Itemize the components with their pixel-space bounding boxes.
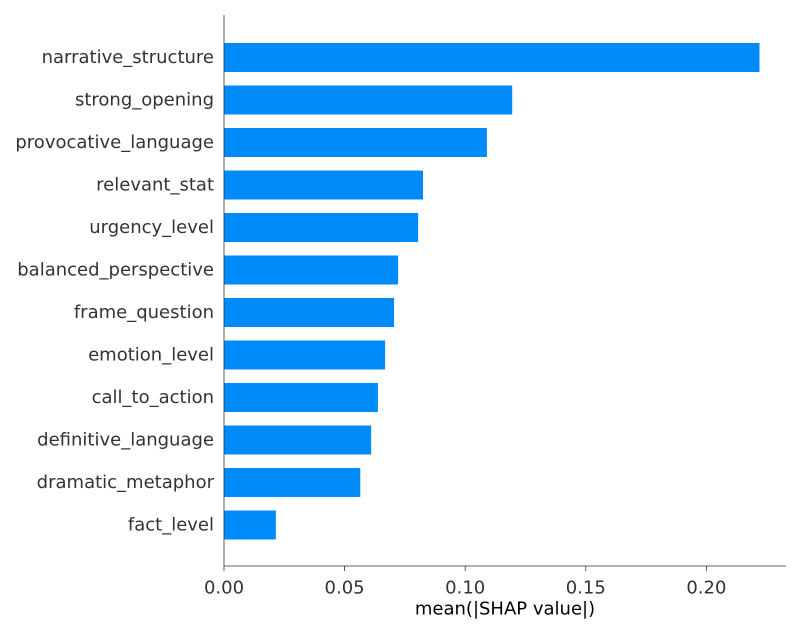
category-label: strong_opening: [75, 90, 214, 111]
x-axis-title: mean(|SHAP value|): [415, 599, 595, 620]
bar-frame-question: [224, 298, 395, 327]
x-tick-label: 0.15: [566, 578, 606, 599]
bar-urgency-level: [224, 213, 419, 242]
bar-balanced-perspective: [224, 255, 399, 285]
bar-dramatic-metaphor: [224, 468, 361, 497]
category-label: balanced_perspective: [17, 260, 214, 281]
category-label: urgency_level: [89, 217, 214, 238]
x-tick-label: 0.10: [445, 578, 485, 599]
bar-call-to-action: [224, 383, 378, 412]
category-label: relevant_stat: [96, 175, 214, 196]
category-label: narrative_structure: [42, 47, 214, 68]
category-label: definitive_language: [37, 430, 214, 451]
bar-narrative-structure: [224, 43, 760, 72]
x-ticks: 0.00 0.05 0.10 0.15 0.20: [204, 566, 726, 599]
category-label: dramatic_metaphor: [37, 472, 215, 493]
bars-group: [224, 43, 760, 540]
bar-emotion-level: [224, 340, 386, 370]
bar-provocative-language: [224, 128, 487, 157]
category-labels: narrative_structure strong_openingprovoca…: [15, 47, 214, 536]
category-label: emotion_level: [88, 345, 214, 366]
category-label: frame_question: [74, 302, 214, 323]
x-tick-label: 0.20: [686, 578, 726, 599]
category-label: provocative_language: [15, 132, 214, 153]
category-label: call_to_action: [92, 387, 214, 408]
bar-fact-level: [224, 510, 276, 540]
x-tick-label: 0.00: [204, 578, 244, 599]
x-tick-label: 0.05: [325, 578, 365, 599]
bar-definitive-language: [224, 425, 372, 455]
bar-strong-opening: [224, 85, 513, 115]
bar-relevant-stat: [224, 170, 423, 200]
category-label: fact_level: [128, 515, 214, 536]
